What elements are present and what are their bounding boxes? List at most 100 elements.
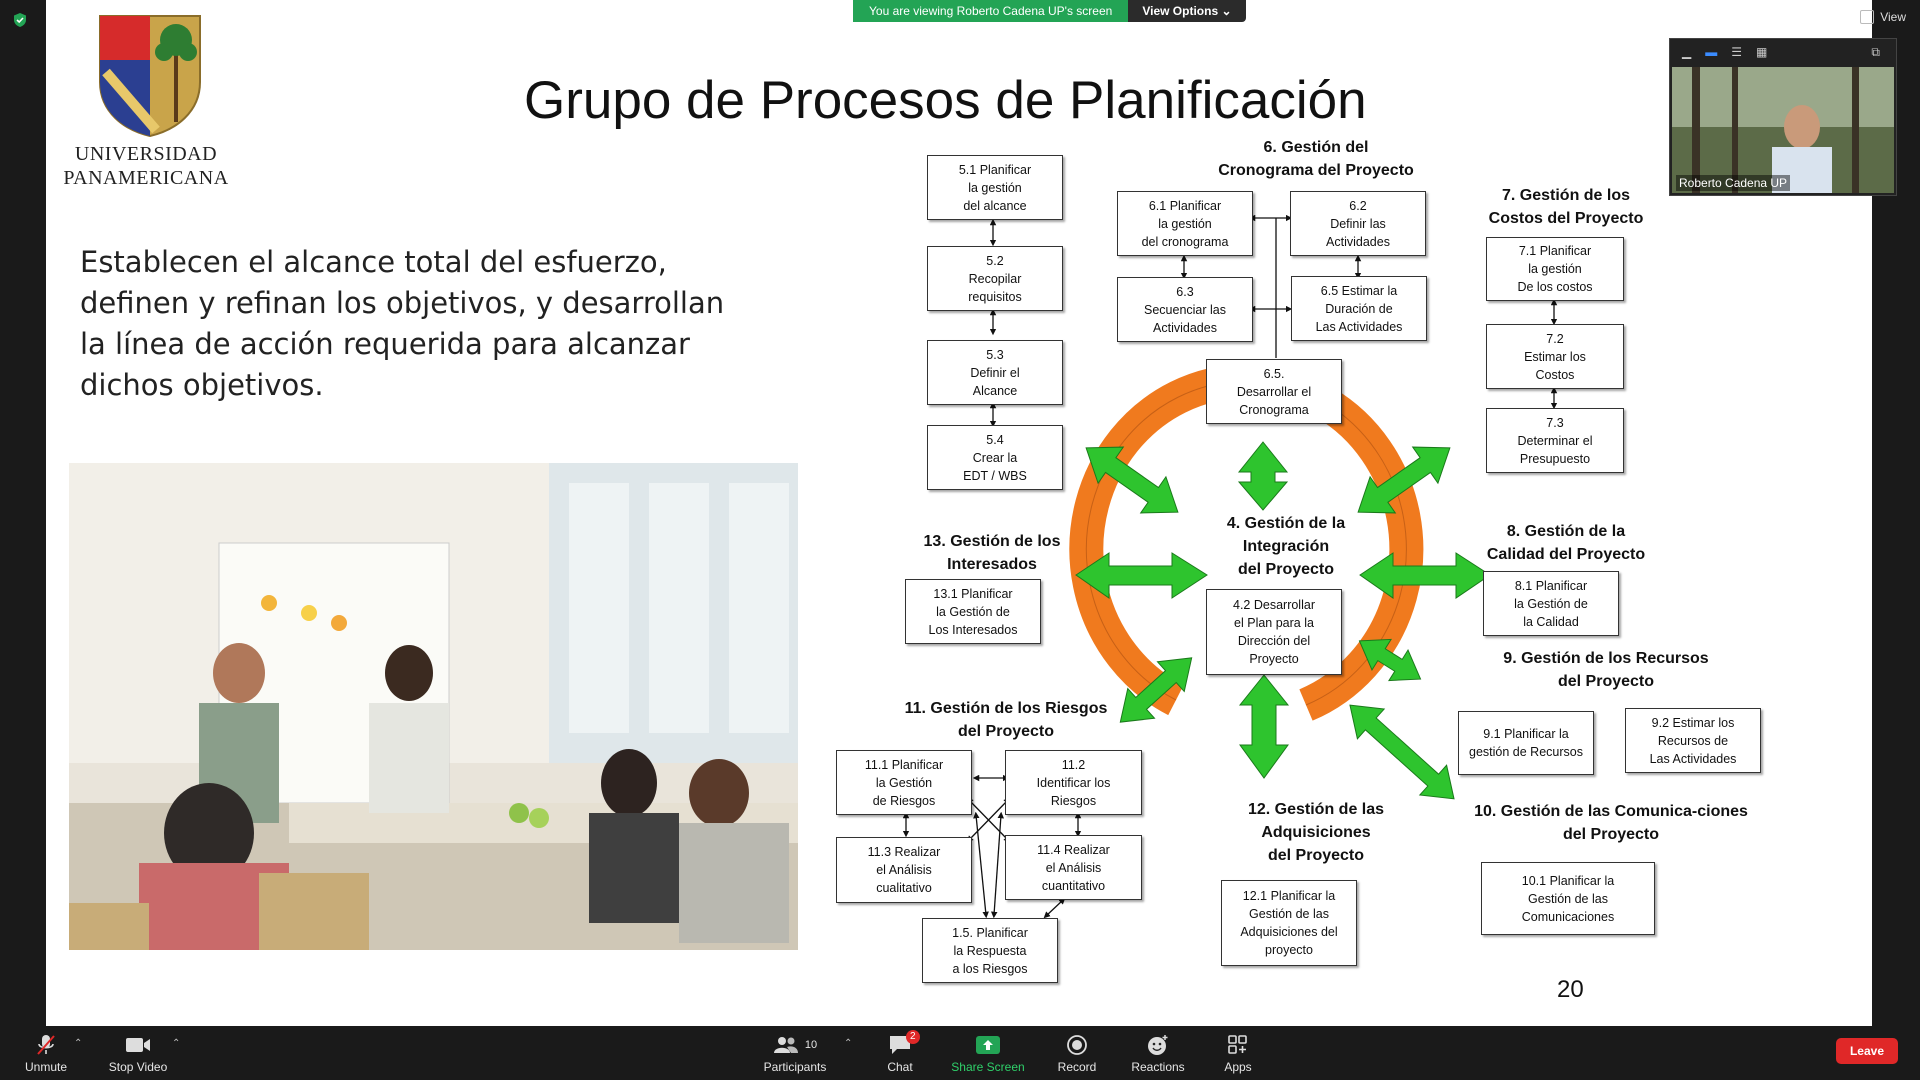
heading-schedule-management: 6. Gestión del Cronograma del Proyecto: [1218, 139, 1414, 179]
green-arrow-topleft: [1085, 446, 1179, 514]
box-4-2: 4.2 Desarrollar el Plan para la Direcció…: [1206, 589, 1342, 675]
stop-video-label: Stop Video: [108, 1060, 168, 1074]
muted-mic-icon: [37, 1035, 55, 1055]
university-crest-logo: [99, 15, 201, 138]
participants-caret-icon[interactable]: ⌃: [844, 1038, 853, 1049]
box-6-2: 6.2 Definir las Actividades: [1290, 191, 1426, 256]
box-8-1: 8.1 Planificar la Gestión de la Calidad: [1483, 571, 1619, 636]
view-label: View: [1880, 10, 1906, 24]
view-layout-icon: [1860, 10, 1875, 24]
box-11-3: 11.3 Realizar el Análisis cualitativo: [836, 837, 972, 903]
meeting-toolbar: Unmute ⌃ Stop Video ⌃ 10 Participants ⌃ …: [0, 1026, 1920, 1080]
heading-quality-management: 8. Gestión de la Calidad del Proyecto: [1486, 523, 1646, 563]
chat-label: Chat: [887, 1060, 913, 1074]
green-arrow-right-lower: [1358, 638, 1422, 682]
slide-title: Grupo de Procesos de Planificación: [524, 71, 1367, 130]
box-6-5: 6.5 Estimar la Duración de Las Actividad…: [1291, 276, 1427, 341]
meeting-photo: [69, 463, 798, 950]
heading-risk-management: 11. Gestión de los Riesgos del Proyecto: [904, 700, 1108, 740]
heading-procurement-management: 12. Gestión de las Adquisiciones del Pro…: [1247, 801, 1385, 864]
speaker-view-icon[interactable]: ▬: [1705, 45, 1718, 59]
box-5-1: 5.1 Planificar la gestión del alcance: [927, 155, 1063, 220]
heading-integration-management: 4. Gestión de la Integración del Proyect…: [1226, 515, 1346, 578]
audio-options-caret-icon[interactable]: ⌃: [74, 1038, 83, 1049]
box-12-1: 12.1 Planificar la Gestión de las Adquis…: [1221, 880, 1357, 966]
box-11-4: 11.4 Realizar el Análisis cuantitativo: [1005, 835, 1142, 900]
apps-label: Apps: [1224, 1060, 1252, 1074]
university-name: UNIVERSIDAD PANAMERICANA: [61, 142, 231, 190]
participants-icon: [773, 1037, 798, 1053]
green-arrow-topright: [1357, 446, 1451, 514]
box-7-1: 7.1 Planificar la gestión De los costos: [1486, 237, 1624, 301]
box-11-2: 11.2 Identificar los Riesgos: [1005, 750, 1142, 815]
box-6-5-develop: 6.5. Desarrollar el Cronograma: [1206, 359, 1342, 424]
reactions-icon: [1148, 1035, 1168, 1055]
unmute-label: Unmute: [24, 1060, 68, 1074]
share-screen-icon: [976, 1036, 1000, 1054]
view-options-label: View Options: [1142, 4, 1219, 18]
process-diagram-graphics: [902, 214, 1558, 919]
box-6-1: 6.1 Planificar la gestión del cronograma: [1117, 191, 1253, 256]
box-13-1: 13.1 Planificar la Gestión de Los Intere…: [905, 579, 1041, 644]
record-label: Record: [1057, 1060, 1097, 1074]
box-5-4: 5.4 Crear la EDT / WBS: [927, 425, 1063, 490]
participants-count: 10: [804, 1039, 818, 1051]
gallery-view-icon[interactable]: ▦: [1756, 45, 1768, 59]
box-6-3: 6.3 Secuenciar las Actividades: [1117, 277, 1253, 342]
university-line-2: PANAMERICANA: [63, 167, 229, 189]
security-shield-icon[interactable]: [12, 12, 28, 28]
heading-stakeholder-management: 13. Gestión de los Interesados: [923, 533, 1061, 573]
box-11-1: 11.1 Planificar la Gestión de Riesgos: [836, 750, 972, 815]
record-icon: [1067, 1035, 1087, 1055]
box-11-5: 1.5. Planificar la Respuesta a los Riesg…: [922, 918, 1058, 983]
share-screen-button[interactable]: Share Screen: [948, 1032, 1028, 1074]
screen-share-banner: You are viewing Roberto Cadena UP's scre…: [853, 0, 1246, 22]
strip-view-icon[interactable]: ☰: [1731, 45, 1742, 59]
self-view-panel[interactable]: ▁ ▬ ☰ ▦ ⧉ Roberto Cadena UP: [1669, 38, 1897, 196]
view-options-button[interactable]: View Options ⌄: [1128, 0, 1246, 22]
stop-video-button[interactable]: Stop Video: [98, 1032, 178, 1074]
self-view-name: Roberto Cadena UP: [1676, 175, 1791, 191]
unmute-button[interactable]: Unmute: [6, 1032, 86, 1074]
green-arrow-bottomleft: [1119, 657, 1193, 723]
leave-button[interactable]: Leave: [1835, 1038, 1898, 1064]
university-line-1: UNIVERSIDAD: [74, 143, 218, 165]
self-view-controls: ▁ ▬ ☰ ▦ ⧉: [1670, 39, 1896, 65]
shared-slide: UNIVERSIDAD PANAMERICANA Grupo de Proces…: [46, 0, 1872, 1026]
popout-icon[interactable]: ⧉: [1871, 44, 1880, 59]
viewing-banner-text: You are viewing Roberto Cadena UP's scre…: [853, 0, 1129, 22]
green-arrow-left: [1075, 552, 1208, 599]
reactions-button[interactable]: Reactions: [1118, 1032, 1198, 1074]
box-7-3: 7.3 Determinar el Presupuesto: [1486, 408, 1624, 473]
green-arrow-up: [1237, 441, 1289, 511]
heading-cost-management: 7. Gestión de los Costos del Proyecto: [1488, 187, 1644, 227]
reactions-label: Reactions: [1131, 1060, 1185, 1074]
chat-button[interactable]: 2 Chat: [860, 1030, 940, 1074]
minimize-icon[interactable]: ▁: [1682, 45, 1692, 59]
green-arrow-bottomright: [1349, 704, 1455, 800]
record-button[interactable]: Record: [1037, 1032, 1117, 1074]
participants-label: Participants: [763, 1060, 827, 1074]
page-number: 20: [1557, 976, 1584, 1003]
share-screen-label: Share Screen: [951, 1060, 1025, 1074]
video-options-caret-icon[interactable]: ⌃: [172, 1038, 181, 1049]
green-arrow-down: [1238, 674, 1290, 779]
apps-button[interactable]: Apps: [1198, 1032, 1278, 1074]
chevron-down-icon: ⌄: [1221, 4, 1232, 18]
chat-badge: 2: [906, 1030, 920, 1044]
box-5-3: 5.3 Definir el Alcance: [927, 340, 1063, 405]
heading-communications-management: 10. Gestión de las Comunica-ciones del P…: [1474, 803, 1748, 843]
box-10-1: 10.1 Planificar la Gestión de las Comuni…: [1481, 862, 1655, 935]
view-button[interactable]: View: [1860, 10, 1906, 24]
box-5-2: 5.2 Recopilar requisitos: [927, 246, 1063, 311]
participant-video: Roberto Cadena UP: [1672, 67, 1894, 193]
video-camera-icon: [126, 1038, 150, 1052]
box-7-2: 7.2 Estimar los Costos: [1486, 324, 1624, 389]
apps-icon: [1228, 1035, 1247, 1054]
box-9-1: 9.1 Planificar la gestión de Recursos: [1458, 711, 1594, 775]
participants-button[interactable]: 10 Participants: [755, 1032, 835, 1074]
slide-lead-text: Establecen el alcance total del esfuerzo…: [80, 245, 725, 402]
heading-resource-management: 9. Gestión de los Recursos del Proyecto: [1503, 650, 1709, 690]
box-9-2: 9.2 Estimar los Recursos de Las Activida…: [1625, 708, 1761, 773]
chat-icon: [890, 1036, 910, 1054]
